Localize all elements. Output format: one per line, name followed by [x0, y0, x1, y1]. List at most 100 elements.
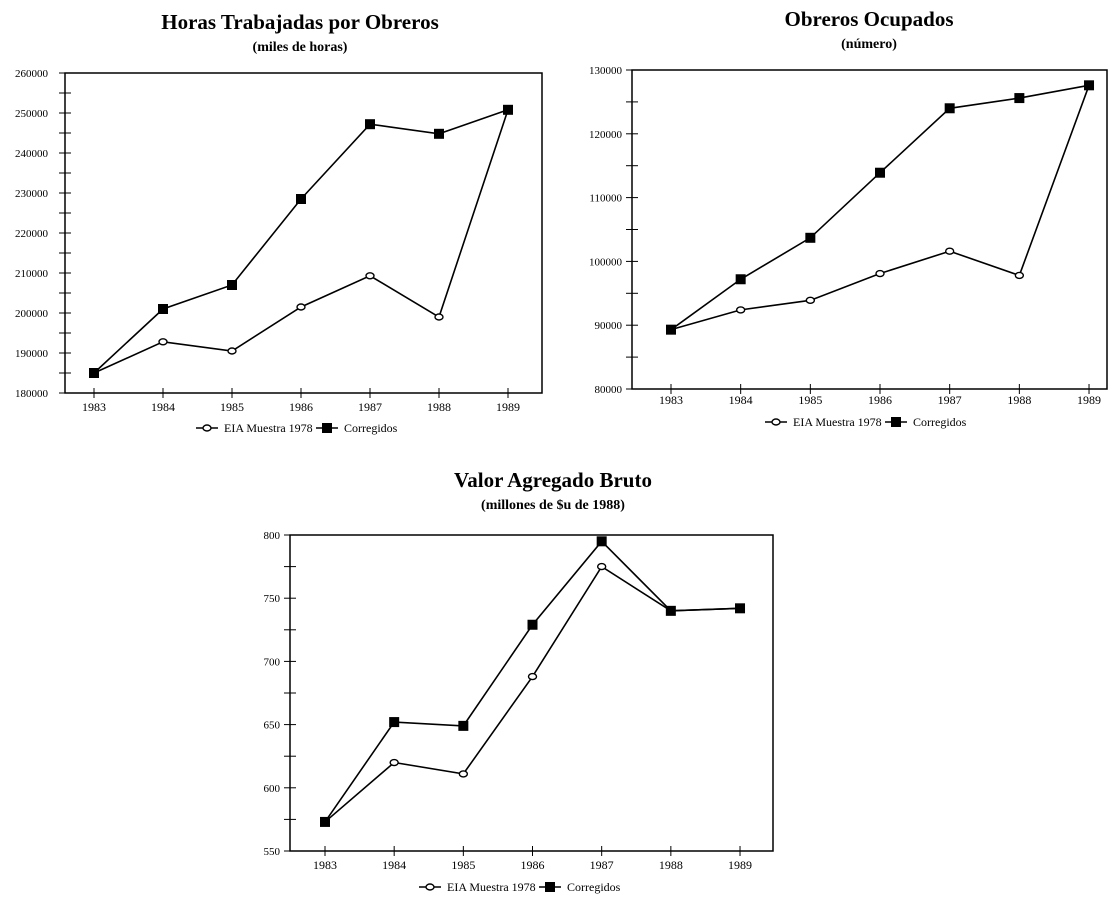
chart-3-title: Valor Agregado Bruto [454, 468, 652, 492]
x-tick-label: 1988 [659, 858, 683, 872]
data-point-eia-muestra-1978 [527, 672, 538, 681]
legend-label-corregidos: Corregidos [344, 421, 398, 435]
y-tick-label: 80000 [595, 384, 623, 396]
data-point-corregidos [735, 603, 746, 614]
y-tick-label: 750 [264, 593, 281, 605]
x-tick-label: 1989 [496, 400, 520, 414]
chart-1-title: Horas Trabajadas por Obreros [161, 10, 439, 34]
y-tick-label: 130000 [589, 65, 623, 77]
y-tick-label: 190000 [15, 348, 49, 360]
data-point-eia-muestra-1978 [227, 347, 237, 355]
legend: EIA Muestra 1978 Corregidos [419, 880, 621, 894]
y-tick-label: 90000 [595, 320, 623, 332]
x-tick-label: 1987 [938, 393, 962, 407]
legend-marker-corregidos [891, 417, 901, 427]
data-point-corregidos [1084, 80, 1095, 91]
series-line-corregidos [670, 84, 1090, 331]
x-tick-label: 1984 [382, 858, 406, 872]
plot-frame [64, 72, 543, 394]
y-tick-label: 650 [264, 720, 281, 732]
x-tick-label: 1983 [659, 393, 683, 407]
x-tick-label: 1988 [1007, 393, 1031, 407]
x-tick-label: 1986 [289, 400, 313, 414]
x-tick-label: 1989 [728, 858, 752, 872]
chart-2-subtitle: (número) [841, 37, 897, 52]
chart-1-plot: 180000 190000 200000 210000 220000 230000 2400… [15, 68, 543, 435]
legend-marker-eia-muestra-1978 [771, 418, 781, 426]
data-point-corregidos [1014, 93, 1025, 104]
legend-label-corregidos: Corregidos [913, 415, 967, 429]
y-tick-label: 220000 [15, 228, 49, 240]
chart-workers-employed: Obreros Ocupados (número) 80000 90000 1000… [589, 7, 1108, 429]
data-point-eia-muestra-1978 [158, 338, 168, 346]
legend-marker-eia-muestra-1978 [425, 883, 435, 891]
data-point-corregidos [434, 128, 444, 139]
x-tick-label: 1987 [358, 400, 382, 414]
x-tick-label: 1986 [521, 858, 545, 872]
data-point-eia-muestra-1978 [296, 303, 306, 311]
y-tick-label: 550 [264, 846, 281, 858]
plot-frame [289, 534, 774, 852]
chart-3-subtitle: (millones de $u de 1988) [481, 498, 625, 513]
x-tick-label: 1984 [729, 393, 753, 407]
series-line-eia-muestra-1978 [324, 565, 741, 823]
chart-3-plot: 550 600 650 700 750 800 1983 1984 1985 1986 1987 19… [264, 530, 774, 894]
chart-gross-value-added: Valor Agregado Bruto (millones de $u de … [264, 468, 774, 894]
y-tick-label: 200000 [15, 308, 49, 320]
series-line-eia-muestra-1978 [93, 109, 509, 374]
series-line-corregidos [93, 109, 509, 374]
data-point-eia-muestra-1978 [365, 272, 375, 280]
legend-marker-corregidos [545, 882, 555, 892]
data-point-eia-muestra-1978 [596, 562, 607, 571]
y-tick-label: 210000 [15, 268, 49, 280]
legend-marker-eia-muestra-1978 [202, 424, 212, 432]
data-point-eia-muestra-1978 [389, 758, 399, 767]
data-point-corregidos [944, 103, 955, 114]
data-point-corregidos [503, 104, 513, 115]
x-tick-label: 1983 [82, 400, 106, 414]
data-point-corregidos [365, 119, 375, 130]
data-point-eia-muestra-1978 [875, 269, 885, 278]
x-tick-label: 1983 [313, 858, 337, 872]
x-tick-label: 1985 [220, 400, 244, 414]
data-point-eia-muestra-1978 [434, 313, 444, 321]
data-point-corregidos [596, 536, 607, 547]
x-tick-label: 1987 [590, 858, 614, 872]
legend-marker-corregidos [322, 423, 332, 433]
y-tick-label: 230000 [15, 188, 49, 200]
y-tick-label: 700 [264, 656, 281, 668]
data-point-eia-muestra-1978 [735, 306, 746, 314]
x-tick-label: 1989 [1077, 393, 1101, 407]
legend-label-eia-muestra-1978: EIA Muestra 1978 [447, 880, 536, 894]
legend-label-eia-muestra-1978: EIA Muestra 1978 [793, 415, 882, 429]
data-point-corregidos [227, 280, 237, 290]
data-point-corregidos [805, 232, 816, 243]
legend: EIA Muestra 1978 Corregidos [765, 415, 967, 429]
data-point-eia-muestra-1978 [944, 247, 955, 255]
data-point-corregidos [389, 717, 400, 728]
x-tick-label: 1984 [151, 400, 175, 414]
x-tick-label: 1985 [798, 393, 822, 407]
data-point-corregidos [666, 324, 676, 335]
y-tick-label: 100000 [589, 256, 623, 268]
data-point-corregidos [458, 720, 469, 731]
data-point-corregidos [89, 368, 99, 378]
chart-2-plot: 80000 90000 100000 110000 120000 130000 1983 19… [589, 65, 1108, 429]
data-point-corregidos [665, 605, 676, 616]
chart-hours-worked: Horas Trabajadas por Obreros (miles de h… [15, 10, 543, 435]
data-point-corregidos [527, 619, 538, 630]
data-point-eia-muestra-1978 [458, 770, 469, 778]
data-point-corregidos [296, 194, 306, 204]
data-point-eia-muestra-1978 [805, 296, 816, 305]
data-point-corregidos [875, 167, 886, 178]
y-tick-label: 800 [264, 530, 281, 542]
y-tick-label: 240000 [15, 148, 49, 160]
x-tick-label: 1985 [451, 858, 475, 872]
y-tick-label: 180000 [15, 388, 49, 400]
legend-label-corregidos: Corregidos [567, 880, 621, 894]
y-tick-label: 110000 [589, 193, 622, 205]
y-tick-label: 260000 [15, 68, 49, 80]
legend: EIA Muestra 1978 Corregidos [196, 421, 398, 435]
series-line-corregidos [324, 540, 741, 823]
